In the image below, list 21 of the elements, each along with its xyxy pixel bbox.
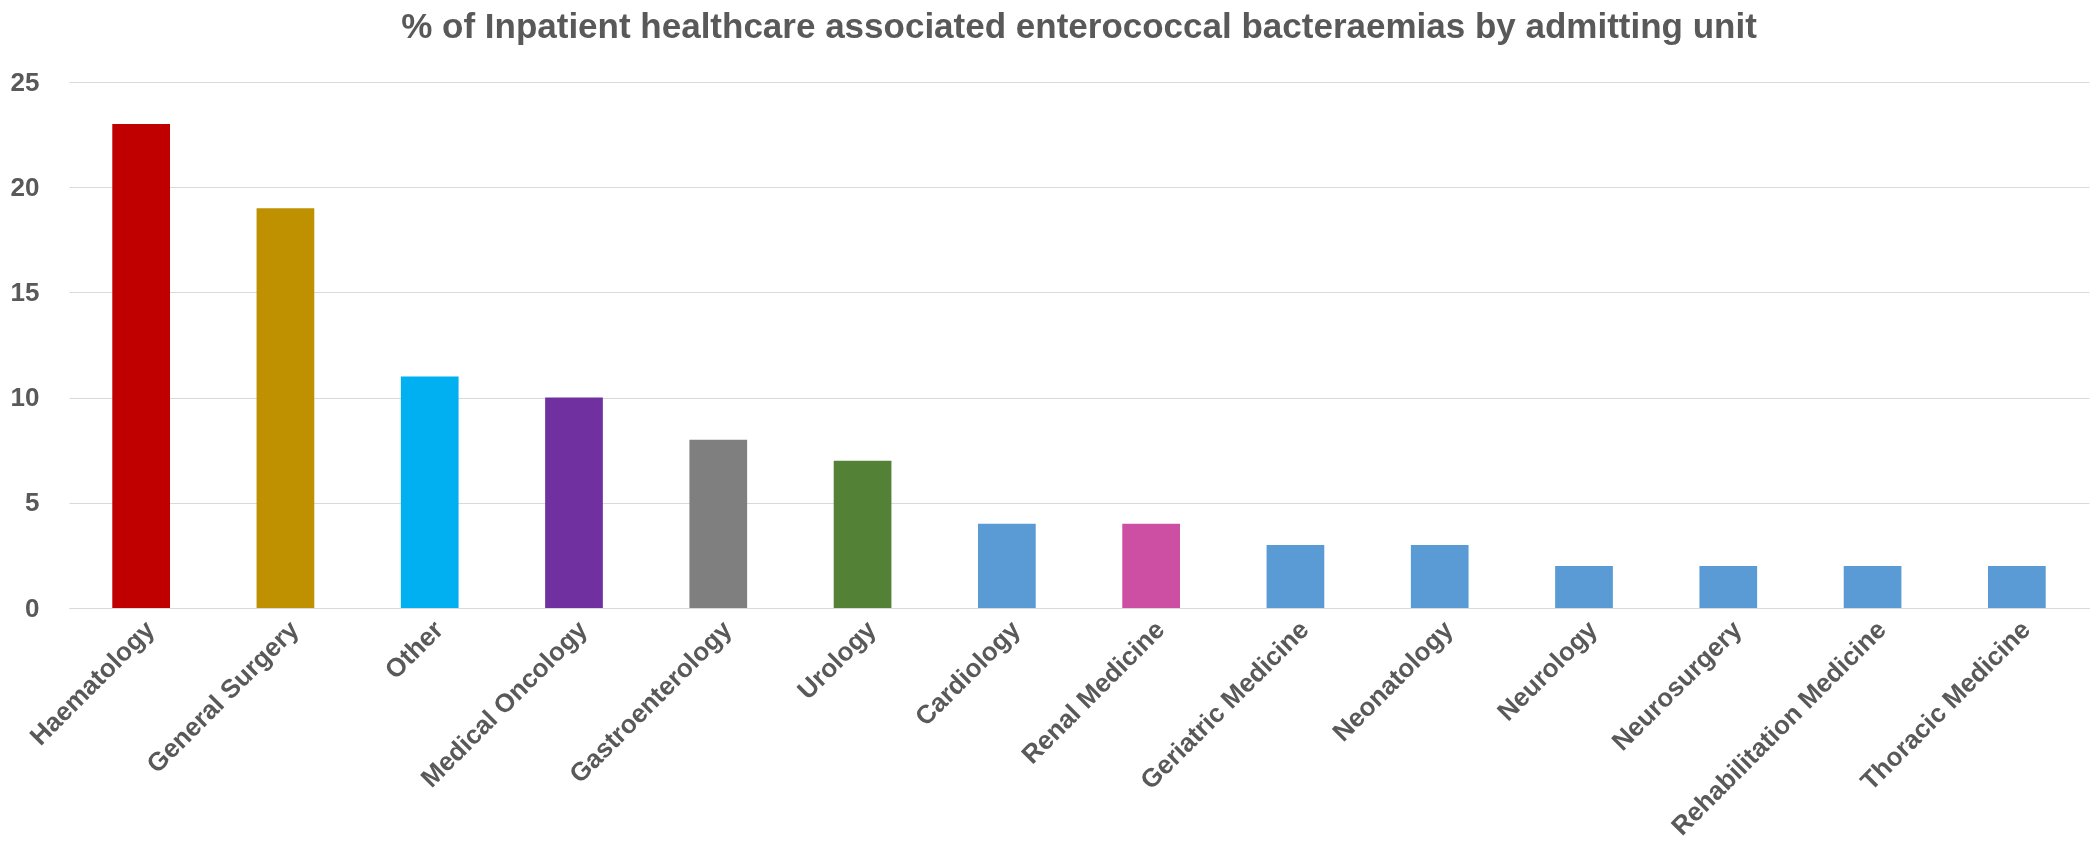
chart-title: % of Inpatient healthcare associated enterococcal bacteraemias by admitting unit bbox=[401, 6, 1758, 45]
bar bbox=[1410, 544, 1469, 608]
y-tick-label: 15 bbox=[10, 276, 40, 307]
bar bbox=[978, 523, 1036, 608]
bar bbox=[1699, 565, 1758, 608]
bar bbox=[1122, 523, 1180, 608]
bar bbox=[1988, 565, 2046, 608]
bar bbox=[256, 208, 315, 608]
y-tick-label: 25 bbox=[10, 66, 40, 97]
y-tick-label: 20 bbox=[10, 171, 40, 202]
bar bbox=[1555, 565, 1613, 608]
bar bbox=[400, 376, 459, 608]
bar bbox=[1266, 544, 1325, 608]
bar bbox=[112, 124, 170, 608]
bar bbox=[545, 397, 603, 608]
bar bbox=[833, 460, 892, 608]
bar bbox=[689, 439, 748, 608]
y-tick-label: 5 bbox=[25, 487, 40, 518]
y-tick-label: 10 bbox=[10, 382, 40, 413]
bar bbox=[1843, 565, 1902, 608]
y-tick-label: 0 bbox=[25, 592, 40, 623]
